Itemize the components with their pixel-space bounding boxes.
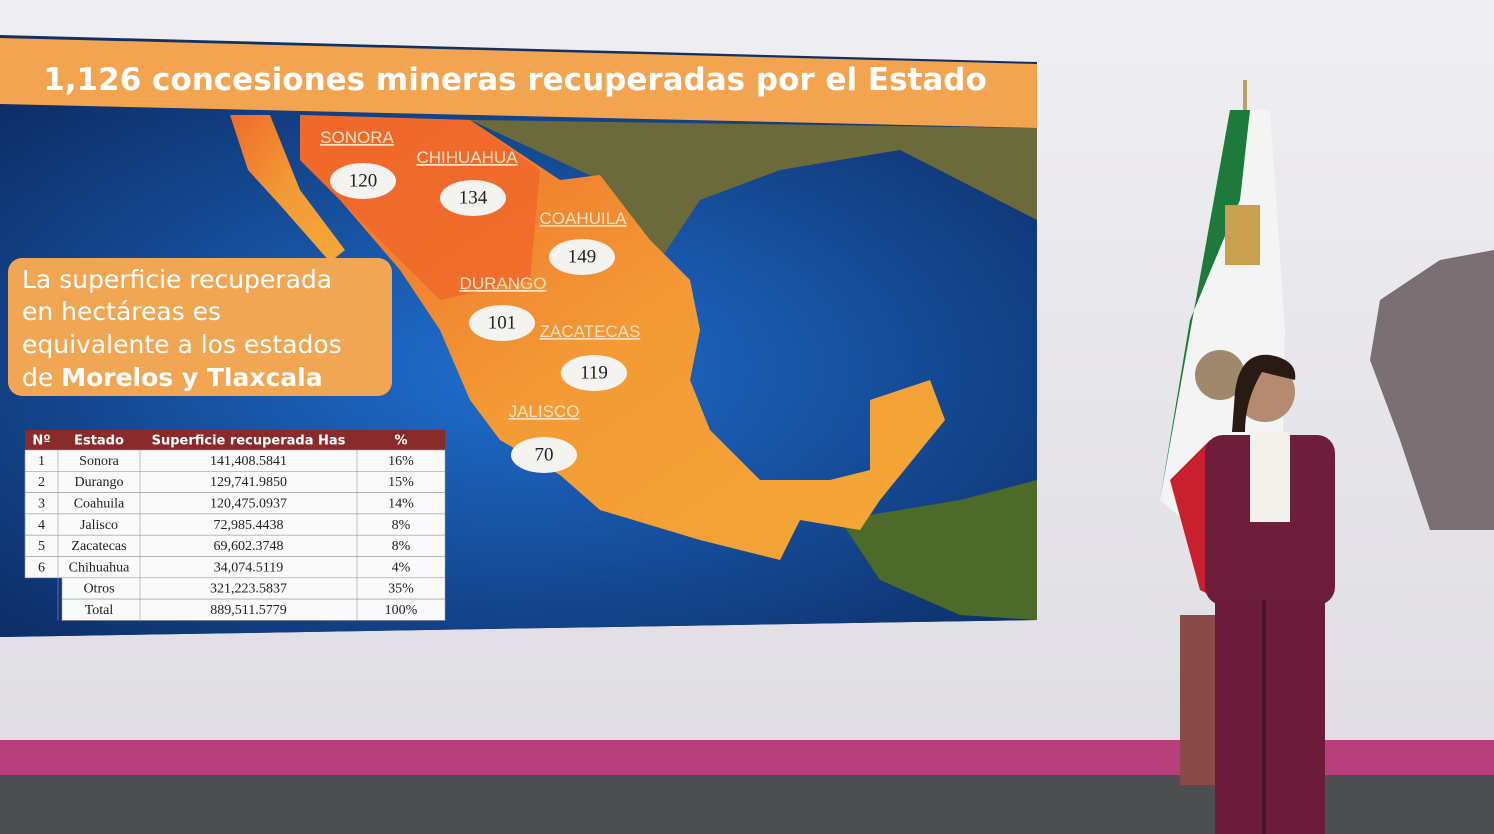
state-name: CHIHUAHUA xyxy=(416,148,518,167)
callout-line: en hectáreas es xyxy=(22,297,221,326)
table-cell: 100% xyxy=(385,603,418,618)
table-cell: 72,985.4438 xyxy=(214,518,284,533)
table-header: Superficie recuperada Has xyxy=(152,434,346,449)
table-cell: 14% xyxy=(388,496,414,511)
table-cell: Sonora xyxy=(79,454,119,469)
callout-line: equivalente a los estados xyxy=(22,330,342,359)
state-count: 119 xyxy=(580,362,608,383)
table-cell: Chihuahua xyxy=(69,560,130,575)
speaker-hair xyxy=(1232,354,1296,432)
table-cell: 2 xyxy=(38,475,45,490)
table: Nº Estado Superficie recuperada Has % 1 Sonor… xyxy=(24,430,446,621)
count-bubble xyxy=(561,355,627,391)
table-cell: Coahuila xyxy=(74,496,125,511)
state-count: 134 xyxy=(459,187,488,208)
table-cell: 129,741.9850 xyxy=(210,475,287,490)
table-header-bg xyxy=(25,430,445,450)
count-bubble xyxy=(549,239,615,275)
callout-line: de Morelos y Tlaxcala xyxy=(22,363,323,392)
table-cell: 3 xyxy=(38,496,45,511)
state-count: 70 xyxy=(535,444,554,465)
map-north xyxy=(300,115,540,300)
table-cell: 4 xyxy=(38,518,45,533)
flag-emblem xyxy=(1195,350,1245,400)
map-central-america xyxy=(840,480,1037,620)
mural xyxy=(1370,250,1494,530)
table-cell: Total xyxy=(85,603,114,618)
table-header: Nº xyxy=(32,434,50,449)
callout-text: de xyxy=(22,363,53,392)
state-name: SONORA xyxy=(320,128,394,147)
state-count: 149 xyxy=(568,246,597,267)
speaker-leg-gap xyxy=(1262,600,1266,834)
count-bubble xyxy=(469,305,535,341)
state-count: 101 xyxy=(488,312,517,333)
speaker-shirt xyxy=(1250,432,1290,522)
table-cell: 1 xyxy=(38,454,45,469)
table-cell: 141,408.5841 xyxy=(210,454,287,469)
table-cell: 889,511.5779 xyxy=(210,603,286,618)
state-name: ZACATECAS xyxy=(540,322,641,341)
state-count: 120 xyxy=(349,170,378,191)
state-name: JALISCO xyxy=(509,402,580,421)
callout-emphasis: Morelos y Tlaxcala xyxy=(61,363,322,392)
table-cell: 5 xyxy=(38,539,45,554)
table-cell: Jalisco xyxy=(80,518,118,533)
map-usa xyxy=(470,120,1037,260)
callout-line: La superficie recuperada xyxy=(22,265,332,294)
table-cell: Zacatecas xyxy=(71,539,126,554)
table-cell: 15% xyxy=(388,475,414,490)
table-cell: 8% xyxy=(392,539,411,554)
table-cell: 35% xyxy=(388,582,414,597)
speaker-trousers xyxy=(1215,600,1325,834)
title: 1,126 concesiones mineras recuperadas po… xyxy=(43,62,987,98)
count-bubble xyxy=(330,163,396,199)
state-name: COAHUILA xyxy=(540,209,628,228)
table-cell: 6 xyxy=(38,560,45,575)
state-name: DURANGO xyxy=(460,274,547,293)
count-bubble xyxy=(440,180,506,216)
table-cell: 4% xyxy=(392,560,411,575)
state-labels: SONORA 120 CHIHUAHUA 134 COAHUILA 149 DURANGO 1… xyxy=(320,128,640,473)
table-cell: 69,602.3748 xyxy=(214,539,284,554)
table-cell: 321,223.5837 xyxy=(210,582,287,597)
map-baja xyxy=(230,115,345,262)
table-cell: Durango xyxy=(75,475,124,490)
table-cell: 16% xyxy=(388,454,414,469)
title-bar xyxy=(0,38,1037,128)
table-cell: 8% xyxy=(392,518,411,533)
table-header: Estado xyxy=(74,434,124,449)
count-bubble xyxy=(511,437,577,473)
table-row-bg xyxy=(61,598,446,621)
table-cell: 34,074.5119 xyxy=(214,560,283,575)
table-cell: Otros xyxy=(83,582,114,597)
table-cell: 120,475.0937 xyxy=(210,496,287,511)
callout-box xyxy=(8,258,392,396)
table-header: % xyxy=(394,434,407,449)
flag-tie xyxy=(1225,205,1260,265)
